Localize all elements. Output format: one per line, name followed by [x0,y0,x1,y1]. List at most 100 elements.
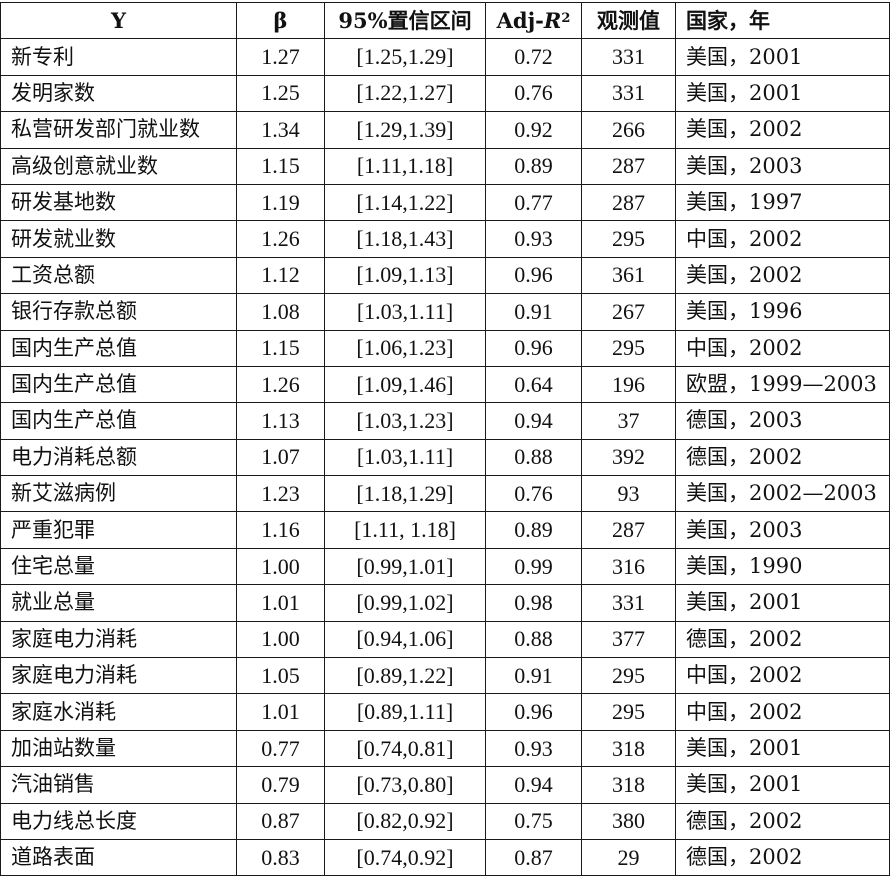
cell-beta: 1.19 [236,183,325,222]
header-y: Y [0,1,237,40]
cell-observations: 295 [581,329,676,367]
cell-country-year: 美国，2003 [675,147,890,185]
cell-confidence-interval: [1.09,1.46] [324,365,486,404]
cell-adj-r2: 0.88 [485,620,582,659]
cell-variable: 电力消耗总额 [0,438,237,477]
cell-beta: 1.08 [236,293,325,331]
cell-country-year: 欧盟，1999—2003 [675,365,890,404]
cell-country-year: 中国，2002 [675,693,890,731]
cell-confidence-interval: [0.82,0.92] [324,802,486,840]
cell-variable: 研发基地数 [0,183,237,222]
cell-country-year: 德国，2003 [675,402,890,440]
cell-country-year: 美国，2002—2003 [675,475,890,513]
cell-confidence-interval: [0.73,0.80] [324,766,486,804]
table-row: 国内生产总值 1.15 [1.06,1.23] 0.96 295 中国，2002 [0,329,890,367]
cell-observations: 331 [581,74,676,113]
cell-adj-r2: 0.75 [485,802,582,840]
header-adj-var: R [543,8,562,34]
cell-confidence-interval: [1.11, 1.18] [324,511,486,549]
cell-adj-r2: 0.91 [485,657,582,695]
cell-variable: 住宅总量 [0,547,237,586]
cell-beta: 1.16 [236,511,325,549]
header-adj-prefix: Adj- [496,8,544,34]
cell-variable: 新专利 [0,38,237,76]
cell-confidence-interval: [1.03,1.11] [324,293,486,331]
cell-variable: 国内生产总值 [0,402,237,440]
cell-beta: 1.15 [236,147,325,185]
cell-variable: 家庭电力消耗 [0,657,237,695]
header-adj-sup: 2 [561,11,571,27]
cell-beta: 1.07 [236,438,325,477]
table-row: 高级创意就业数 1.15 [1.11,1.18] 0.89 287 美国，2003 [0,147,890,185]
cell-adj-r2: 0.91 [485,293,582,331]
cell-confidence-interval: [0.74,0.92] [324,838,486,877]
cell-beta: 1.34 [236,111,325,149]
cell-adj-r2: 0.92 [485,111,582,149]
cell-observations: 267 [581,293,676,331]
table-row: 家庭电力消耗 1.05 [0.89,1.22] 0.91 295 中国，2002 [0,657,890,695]
table-row: 道路表面 0.83 [0.74,0.92] 0.87 29 德国，2002 [0,838,890,877]
table-row: 严重犯罪 1.16 [1.11, 1.18] 0.89 287 美国，2003 [0,511,890,549]
cell-variable: 就业总量 [0,584,237,622]
cell-country-year: 美国，2001 [675,38,890,76]
cell-confidence-interval: [0.94,1.06] [324,620,486,659]
cell-beta: 1.12 [236,256,325,295]
cell-country-year: 美国，2001 [675,74,890,113]
cell-observations: 361 [581,256,676,295]
cell-observations: 392 [581,438,676,477]
cell-observations: 287 [581,147,676,185]
cell-variable: 工资总额 [0,256,237,295]
cell-observations: 295 [581,657,676,695]
cell-country-year: 美国，2001 [675,584,890,622]
table-row: 电力线总长度 0.87 [0.82,0.92] 0.75 380 德国，2002 [0,802,890,840]
cell-beta: 0.83 [236,838,325,877]
cell-observations: 295 [581,693,676,731]
table-row: 工资总额 1.12 [1.09,1.13] 0.96 361 美国，2002 [0,256,890,295]
cell-observations: 287 [581,511,676,549]
cell-adj-r2: 0.87 [485,838,582,877]
cell-beta: 1.00 [236,620,325,659]
table-row: 发明家数 1.25 [1.22,1.27] 0.76 331 美国，2001 [0,74,890,113]
cell-variable: 电力线总长度 [0,802,237,840]
cell-country-year: 德国，2002 [675,438,890,477]
cell-adj-r2: 0.89 [485,511,582,549]
table-header-row: Y β 95%置信区间 Adj-R2 观测值 国家，年 [0,1,890,40]
cell-adj-r2: 0.93 [485,729,582,768]
cell-country-year: 美国，2003 [675,511,890,549]
cell-observations: 380 [581,802,676,840]
cell-beta: 1.00 [236,547,325,586]
cell-variable: 银行存款总额 [0,293,237,331]
cell-beta: 0.79 [236,766,325,804]
header-beta: β [236,1,325,40]
cell-confidence-interval: [1.25,1.29] [324,38,486,76]
header-ci: 95%置信区间 [324,1,486,40]
cell-confidence-interval: [0.89,1.11] [324,693,486,731]
cell-confidence-interval: [0.74,0.81] [324,729,486,768]
cell-adj-r2: 0.96 [485,693,582,731]
table-row: 银行存款总额 1.08 [1.03,1.11] 0.91 267 美国，1996 [0,293,890,331]
cell-beta: 1.26 [236,220,325,258]
cell-country-year: 美国，1990 [675,547,890,586]
cell-adj-r2: 0.98 [485,584,582,622]
cell-country-year: 美国，2002 [675,256,890,295]
cell-confidence-interval: [1.14,1.22] [324,183,486,222]
cell-adj-r2: 0.89 [485,147,582,185]
table-row: 就业总量 1.01 [0.99,1.02] 0.98 331 美国，2001 [0,584,890,622]
cell-adj-r2: 0.94 [485,402,582,440]
cell-adj-r2: 0.76 [485,74,582,113]
cell-variable: 汽油销售 [0,766,237,804]
cell-beta: 1.01 [236,584,325,622]
cell-observations: 295 [581,220,676,258]
table-row: 新艾滋病例 1.23 [1.18,1.29] 0.76 93 美国，2002—2003 [0,475,890,513]
cell-observations: 331 [581,38,676,76]
cell-beta: 1.05 [236,657,325,695]
table-row: 家庭电力消耗 1.00 [0.94,1.06] 0.88 377 德国，2002 [0,620,890,659]
table-row: 汽油销售 0.79 [0.73,0.80] 0.94 318 美国，2001 [0,766,890,804]
cell-observations: 318 [581,729,676,768]
cell-variable: 家庭电力消耗 [0,620,237,659]
table-row: 家庭水消耗 1.01 [0.89,1.11] 0.96 295 中国，2002 [0,693,890,731]
cell-variable: 国内生产总值 [0,329,237,367]
cell-adj-r2: 0.77 [485,183,582,222]
cell-country-year: 德国，2002 [675,620,890,659]
cell-beta: 0.77 [236,729,325,768]
